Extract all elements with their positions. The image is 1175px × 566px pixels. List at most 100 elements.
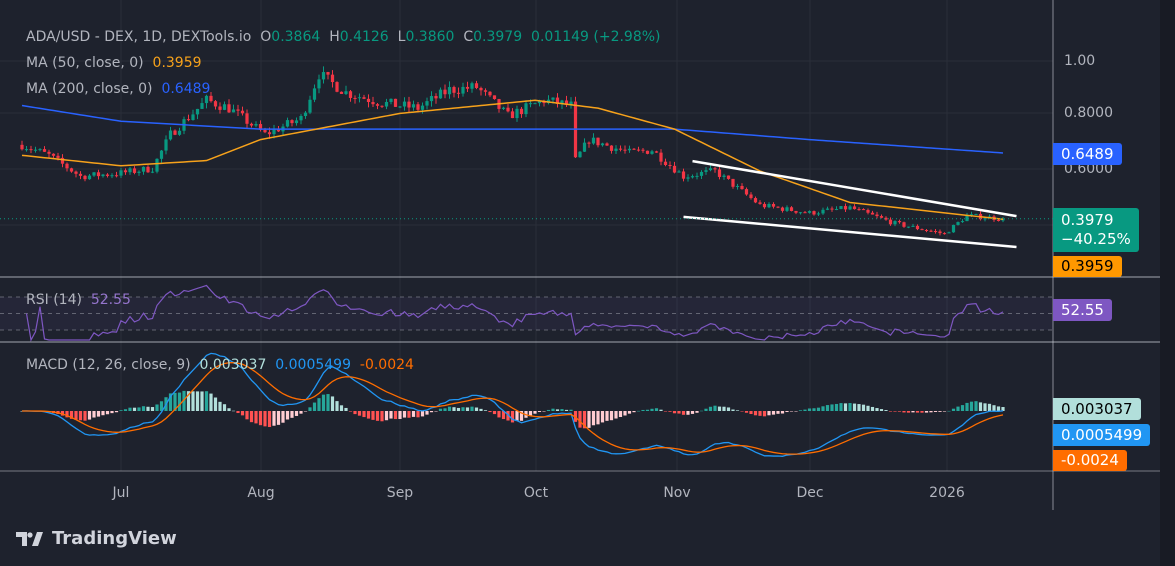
- candle-body: [569, 101, 573, 105]
- time-label: 2026: [929, 485, 965, 501]
- candle-body: [222, 104, 227, 110]
- candle-body: [843, 206, 848, 210]
- candle-body: [870, 212, 875, 215]
- macd-histogram-bar: [902, 411, 906, 413]
- macd-histogram-bar: [623, 411, 627, 416]
- candle-body: [726, 175, 731, 179]
- macd-histogram-bar: [974, 401, 978, 411]
- macd-histogram-bar: [362, 411, 366, 418]
- candle-body: [209, 95, 213, 102]
- candle-body: [956, 222, 960, 225]
- macd-histogram-bar: [857, 404, 861, 411]
- tradingview-logo[interactable]: TradingView: [16, 528, 177, 549]
- candle-body: [663, 161, 668, 165]
- candle-body: [483, 90, 488, 92]
- macd-histogram-bar: [123, 409, 128, 411]
- candle-body: [713, 168, 717, 170]
- candle-body: [789, 207, 794, 211]
- candle-body: [56, 155, 60, 158]
- candle-body: [362, 97, 366, 99]
- macd-histogram-bar: [893, 411, 897, 412]
- macd-histogram-bar: [177, 392, 182, 411]
- macd-histogram-bar: [335, 401, 339, 411]
- candle-body: [717, 169, 722, 177]
- candle-body: [762, 203, 767, 208]
- candle-body: [821, 209, 825, 214]
- macd-histogram-bar: [195, 391, 200, 411]
- macd-histogram-bar: [312, 402, 317, 411]
- candle-body: [74, 171, 78, 174]
- macd-histogram-bar: [965, 402, 969, 411]
- candle-body: [411, 104, 416, 108]
- candle-body: [236, 109, 240, 111]
- candle-body: [902, 222, 906, 227]
- candle-body: [533, 103, 537, 105]
- macd-histogram-bar: [848, 403, 852, 411]
- candle-body: [60, 157, 65, 164]
- candle-body: [650, 151, 654, 154]
- macd-histogram-bar: [132, 407, 137, 411]
- change-value: 0.01149 (+2.98%): [531, 29, 661, 45]
- macd-histogram-bar: [555, 409, 560, 411]
- candle-body: [672, 165, 677, 173]
- macd-histogram-bar: [722, 406, 726, 411]
- candle-body: [375, 104, 380, 106]
- macd-histogram-bar: [285, 411, 290, 420]
- candle-body: [848, 206, 852, 210]
- candle-body: [344, 91, 348, 94]
- macd-histogram-bar: [20, 411, 24, 412]
- candle-body: [240, 110, 245, 114]
- macd-histogram-bar: [479, 408, 483, 411]
- high-label: H: [329, 29, 340, 45]
- macd-histogram-bar: [290, 411, 294, 418]
- candle-body: [146, 166, 150, 173]
- macd-histogram-bar: [393, 411, 398, 420]
- macd-histogram-bar: [924, 411, 929, 413]
- candle-body: [695, 175, 699, 177]
- macd-histogram-bar: [465, 407, 470, 411]
- candle-body: [897, 221, 902, 223]
- macd-histogram-bar: [704, 408, 708, 411]
- candle-body: [794, 210, 798, 213]
- candle-body: [879, 216, 884, 218]
- candle-body: [407, 101, 411, 108]
- macd-histogram-bar: [978, 402, 983, 411]
- macd-histogram-bar: [578, 411, 582, 428]
- candle-body: [461, 86, 465, 94]
- macd-histogram-bar: [425, 411, 429, 415]
- macd-histogram-bar: [420, 411, 425, 417]
- candle-body: [195, 108, 200, 115]
- macd-histogram-bar: [146, 406, 150, 411]
- macd-histogram-bar: [78, 411, 83, 421]
- macd-line: [21, 352, 1004, 457]
- low-value: 0.3860: [405, 29, 455, 45]
- macd-histogram-bar: [213, 397, 218, 411]
- macd-histogram-bar: [830, 404, 834, 411]
- last-price: 0.3979: [1061, 211, 1114, 229]
- macd-histogram-bar: [209, 393, 213, 411]
- candle-body: [668, 164, 672, 166]
- candle-body: [911, 225, 915, 227]
- ma50-legend: MA (50, close, 0) 0.3959: [26, 55, 202, 71]
- candle-body: [906, 226, 911, 228]
- rsi-line: [25, 284, 1004, 342]
- candle-body: [645, 150, 650, 154]
- candle-body: [555, 97, 560, 104]
- candle-body: [42, 149, 47, 152]
- candle-body: [686, 177, 690, 179]
- candle-body: [749, 194, 753, 199]
- candle-body: [465, 86, 470, 89]
- macd-histogram-bar: [231, 410, 236, 412]
- candle-body: [92, 172, 96, 176]
- time-label: Jul: [112, 485, 130, 501]
- macd-histogram-bar: [731, 409, 735, 411]
- macd-histogram-bar: [371, 411, 375, 420]
- macd-histogram-bar: [600, 411, 605, 423]
- brand-name: TradingView: [52, 528, 177, 549]
- candle-body: [627, 148, 632, 151]
- macd-histogram-bar: [330, 396, 335, 411]
- macd-histogram-bar: [560, 409, 564, 411]
- candle-body: [258, 124, 263, 130]
- candle-body: [110, 175, 114, 177]
